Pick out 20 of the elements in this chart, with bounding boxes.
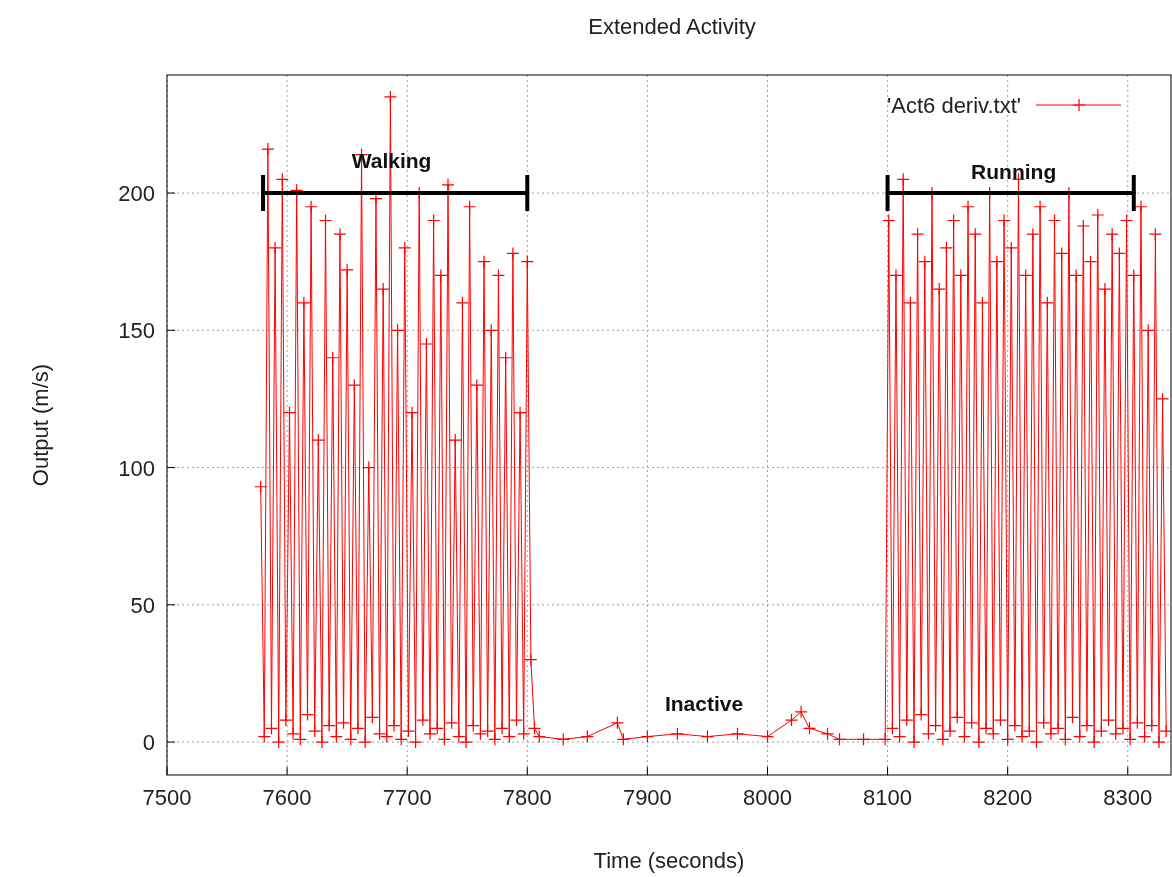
x-tick-label: 7700 <box>382 785 432 810</box>
x-tick-label: 8300 <box>1103 785 1153 810</box>
y-axis-title: Output (m/s) <box>28 363 53 487</box>
y-tick-label: 200 <box>118 181 155 207</box>
y-tick-label: 100 <box>118 455 155 481</box>
y-tick-label: 0 <box>142 730 155 756</box>
x-tick-label: 8200 <box>983 785 1033 810</box>
x-tick-label: 7600 <box>262 785 312 810</box>
x-tick-label: 8100 <box>863 785 913 810</box>
x-tick-label: 7800 <box>502 785 552 810</box>
legend-label: 'Act6 deriv.txt' <box>887 93 1021 118</box>
x-tick-label: 7900 <box>622 785 672 810</box>
chart-title: Extended Activity <box>588 14 756 39</box>
x-tick-label: 7500 <box>142 785 192 810</box>
y-tick-label: 50 <box>130 592 155 618</box>
annotation: Running <box>971 160 1057 184</box>
annotation: Inactive <box>664 692 744 715</box>
x-axis-title: Time (seconds) <box>593 848 745 873</box>
y-tick-label: 150 <box>118 318 155 344</box>
x-tick-label: 8000 <box>743 785 792 810</box>
